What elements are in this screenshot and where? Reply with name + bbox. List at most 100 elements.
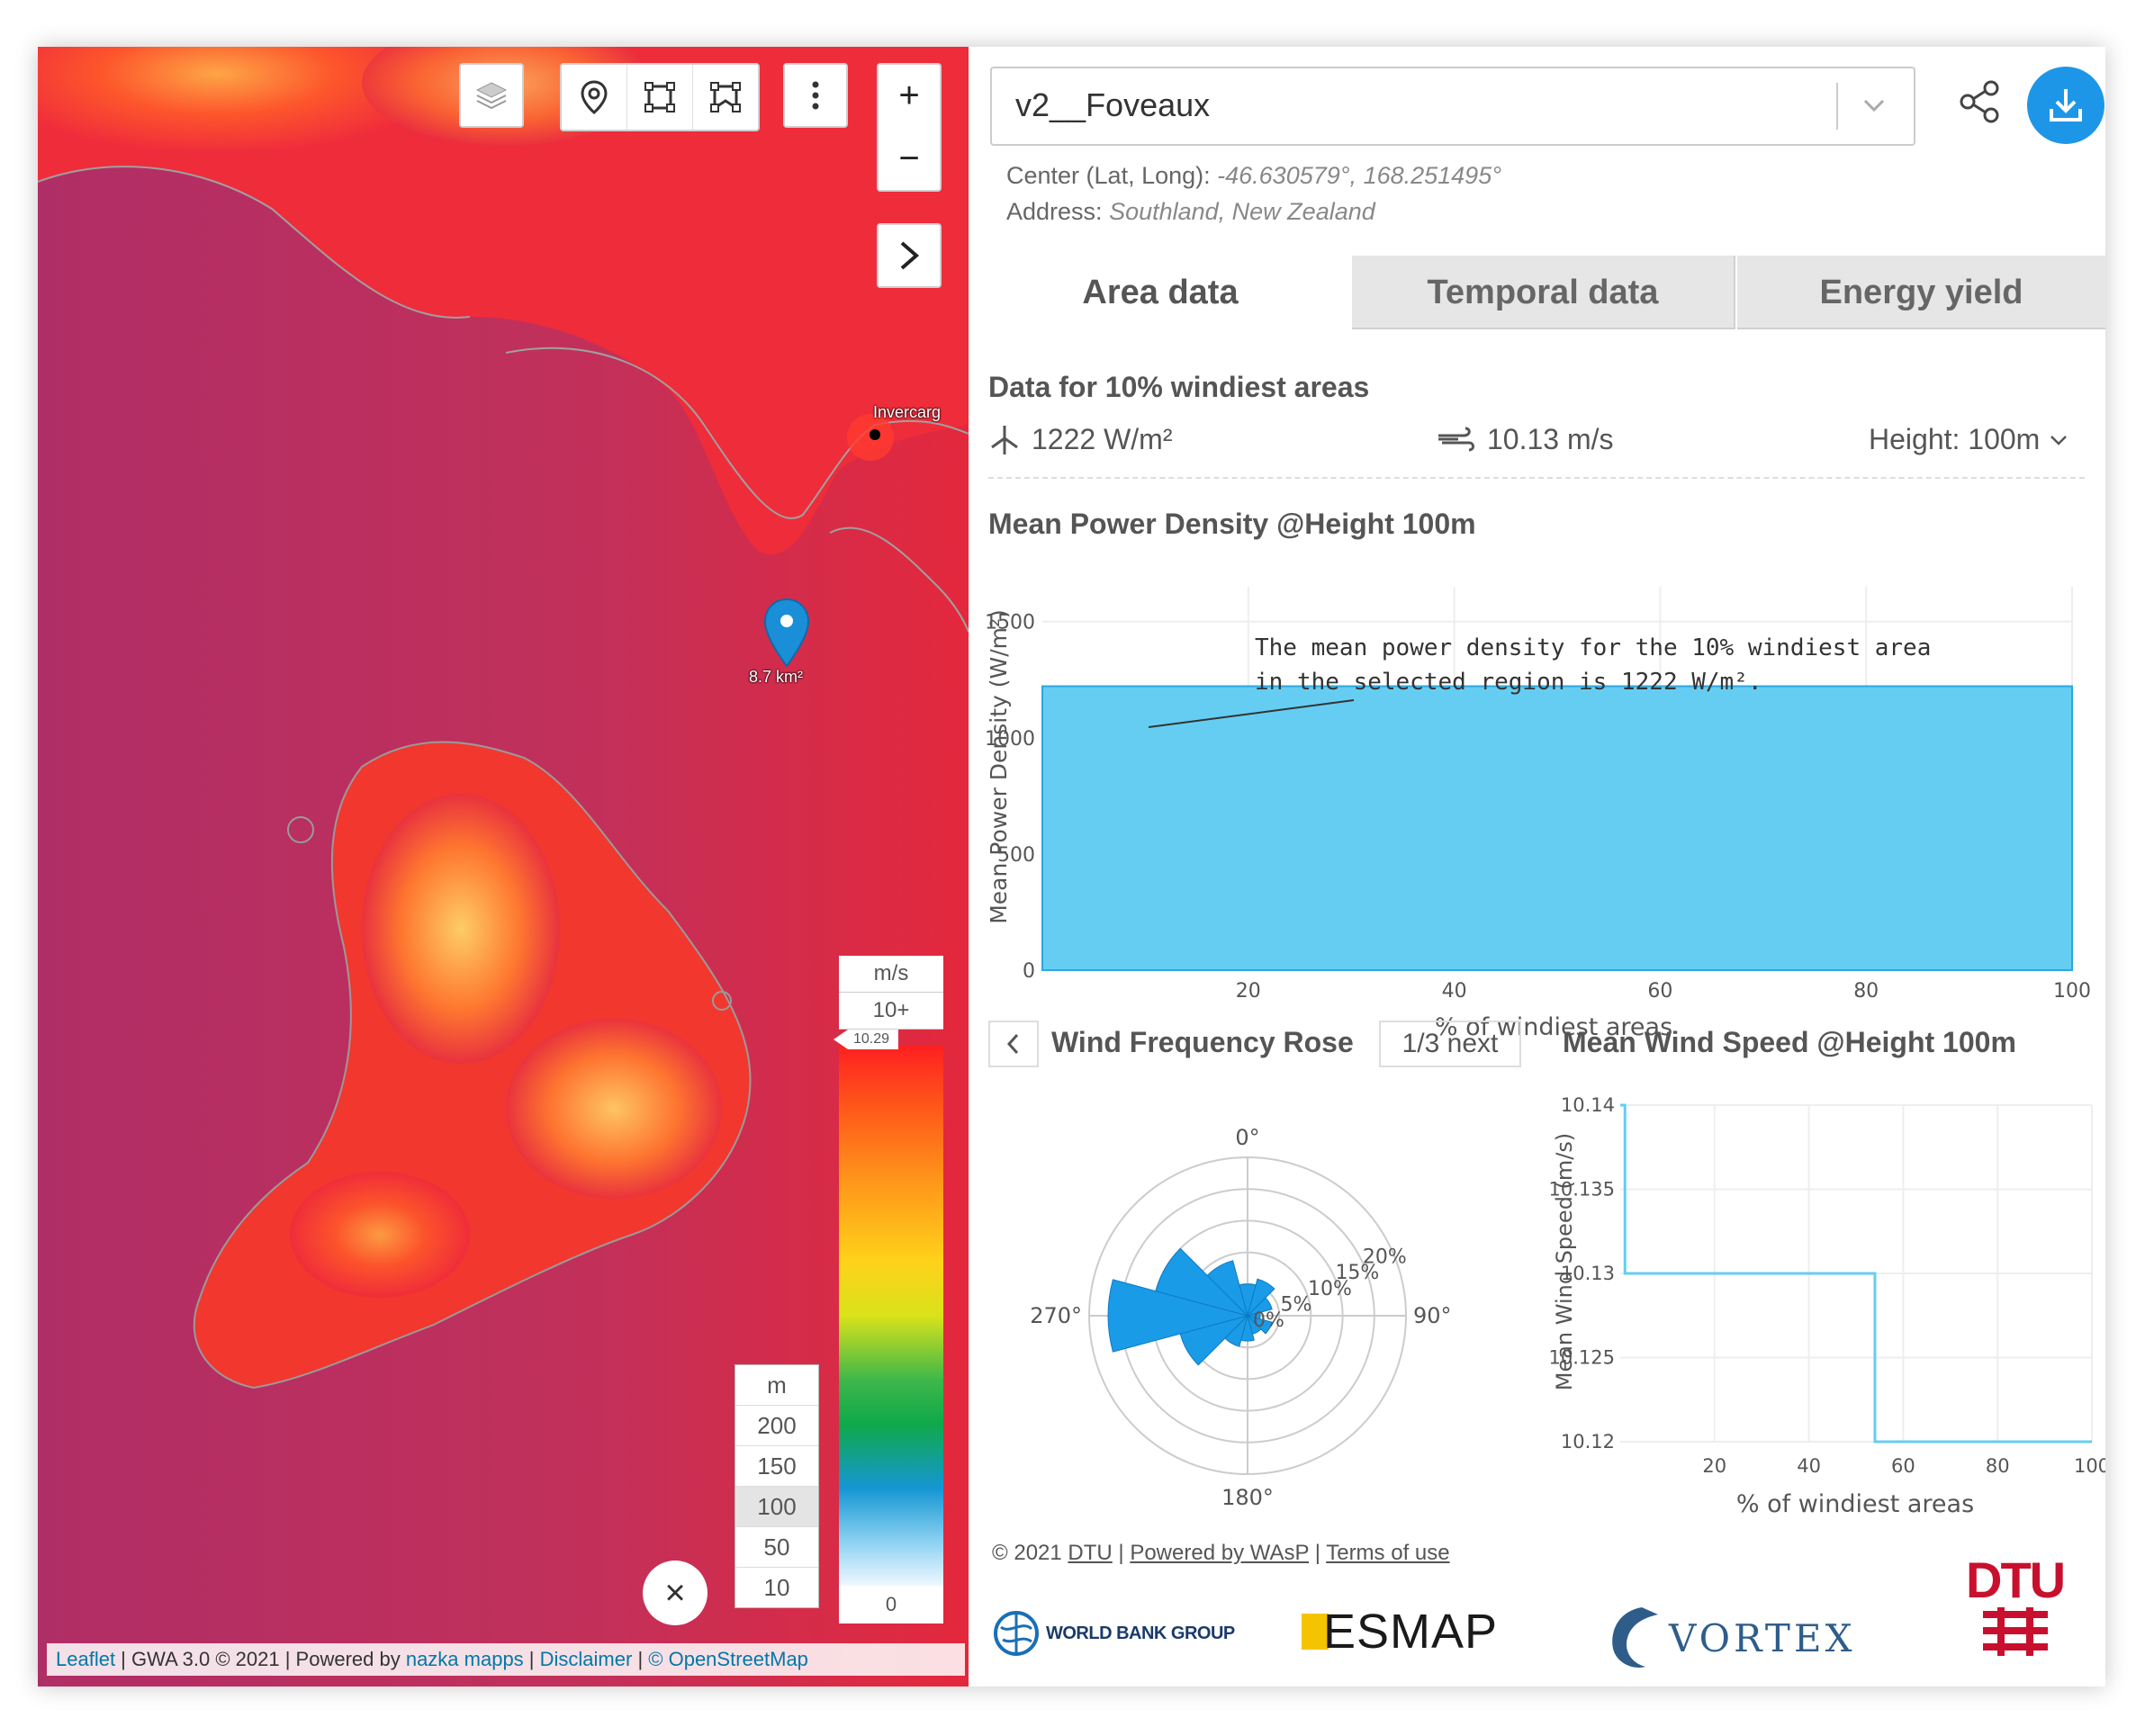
leaflet-link[interactable]: Leaflet <box>56 1648 116 1670</box>
y-tick-label: 500 <box>997 844 1035 867</box>
legend-color-bar: 10.29 <box>834 1030 943 1586</box>
select-separator <box>1836 83 1838 130</box>
esmap-logo[interactable]: ESMAP <box>1302 1604 1498 1660</box>
rose-wedge <box>1206 1260 1248 1318</box>
x-axis-label: % of windiest areas <box>1435 1013 1672 1041</box>
rose-next-button[interactable]: 1/3 next <box>1379 1021 1521 1067</box>
close-selection-button[interactable]: × <box>643 1561 707 1625</box>
divider <box>988 477 2085 479</box>
vertical-dots-icon <box>812 81 819 110</box>
wasp-link[interactable]: Powered by WAsP <box>1130 1541 1310 1565</box>
x-tick-label: 80 <box>1986 1455 2010 1477</box>
speed-chart-title: Mean Wind Speed @Height 100m <box>1563 1026 2016 1058</box>
polygon-tool-button[interactable] <box>693 65 758 130</box>
wind-rose-chart: 0° 90° 180° 270° 0%5%10%15%20% <box>1030 1125 1452 1510</box>
y-axis-label: Mean Wind Speed (m/s) <box>1552 1133 1577 1391</box>
y-tick-label: 10.12 <box>1561 1431 1615 1453</box>
polygon-select-icon <box>710 82 741 112</box>
rose-angle-label: 90° <box>1413 1303 1452 1328</box>
more-options-button[interactable] <box>783 63 848 128</box>
rose-radial-label: 20% <box>1363 1246 1407 1269</box>
legend-current-value: 10.29 <box>834 1030 899 1049</box>
dtu-logo[interactable]: DTU <box>1966 1552 2066 1660</box>
height-option[interactable]: 150 <box>735 1446 818 1487</box>
nazka-link[interactable]: nazka mapps <box>405 1648 524 1670</box>
power-density-value: 1222 W/m² <box>1032 423 1173 455</box>
y-tick-label: 10.13 <box>1561 1263 1615 1284</box>
rose-radial-label: 10% <box>1308 1278 1352 1300</box>
y-tick-label: 1500 <box>985 612 1035 634</box>
attribution-sep: | <box>632 1648 649 1670</box>
pin-tool-button[interactable] <box>562 65 627 130</box>
x-tick-label: 20 <box>1702 1455 1726 1477</box>
footer-links: © 2021 DTU | Powered by WAsP | Terms of … <box>992 1541 1450 1566</box>
address-label: Address: <box>1006 198 1110 225</box>
chart-annotation: in the selected region is 1222 W/m². <box>1255 669 1762 696</box>
wind-speed-chart: 10.12 10.125 10.13 10.135 10.14 20 40 60 80 100 M… <box>1549 1094 2105 1518</box>
rectangle-tool-button[interactable] <box>627 65 693 130</box>
y-tick-label: 1000 <box>985 728 1035 751</box>
download-button[interactable] <box>2027 67 2104 144</box>
center-label: Center (Lat, Long): <box>1006 162 1218 189</box>
height-option[interactable]: 50 <box>735 1527 818 1568</box>
footer-sep: | <box>1112 1541 1131 1565</box>
x-axis-label: % of windiest areas <box>1736 1490 1974 1518</box>
x-tick-label: 60 <box>1647 980 1672 1003</box>
rose-angle-label: 270° <box>1030 1303 1082 1328</box>
wind-speed-value: 10.13 m/s <box>1487 423 1614 455</box>
address: Address: Southland, New Zealand <box>1006 198 1375 226</box>
location-select[interactable]: v2__Foveaux <box>990 67 1915 146</box>
x-tick-label: 100 <box>2074 1455 2105 1477</box>
height-option-selected[interactable]: 100 <box>735 1487 818 1527</box>
info-panel: v2__Foveaux Center (Lat, Long): -46.6305… <box>969 47 2105 1687</box>
x-tick-label: 100 <box>2053 980 2091 1003</box>
layers-icon <box>475 82 508 110</box>
tab-energy-yield[interactable]: Energy yield <box>1737 256 2105 329</box>
x-tick-label: 60 <box>1891 1455 1915 1477</box>
power-density-area <box>1041 685 2073 971</box>
dtu-text: DTU <box>1966 1552 2066 1608</box>
power-density-chart: 0 500 1000 1500 20 40 60 80 100 Mean Power Densi… <box>985 587 2091 1041</box>
city-marker <box>870 429 880 440</box>
disclaimer-link[interactable]: Disclaimer <box>539 1648 633 1670</box>
globe-icon <box>994 1611 1039 1656</box>
esmap-text: ESMAP <box>1323 1605 1499 1659</box>
zoom-in-button[interactable]: + <box>877 63 942 128</box>
worldbank-logo[interactable]: WORLD BANK GROUP <box>992 1609 1235 1658</box>
x-tick-label: 40 <box>1797 1455 1821 1477</box>
height-option[interactable]: 10 <box>763 1574 790 1601</box>
rose-angle-label: 180° <box>1221 1485 1274 1510</box>
layers-button[interactable] <box>459 63 524 128</box>
address-value: Southland, New Zealand <box>1109 198 1375 225</box>
osm-link[interactable]: © OpenStreetMap <box>648 1648 808 1670</box>
share-icon[interactable] <box>1957 79 2002 124</box>
rose-radial-label: 15% <box>1335 1262 1379 1284</box>
draw-tools <box>560 63 760 131</box>
tab-bar: Area data Temporal data Energy yield <box>969 256 2105 329</box>
tab-temporal-data[interactable]: Temporal data <box>1352 256 1735 329</box>
terms-link[interactable]: Terms of use <box>1326 1541 1450 1565</box>
copyright-text: © 2021 <box>992 1541 1068 1565</box>
dtu-link[interactable]: DTU <box>1068 1541 1113 1565</box>
rose-wedge <box>1107 1279 1249 1353</box>
rose-page-number: 1/3 <box>1401 1029 1440 1058</box>
rose-prev-button[interactable] <box>988 1021 1039 1067</box>
wind-icon <box>1438 427 1474 451</box>
annotation-pointer <box>1148 699 1355 728</box>
rose-next-label: next <box>1447 1029 1499 1058</box>
rose-wedge <box>1246 1297 1273 1317</box>
expand-panel-button[interactable] <box>877 223 942 288</box>
height-dropdown[interactable]: Height: 100m <box>1869 423 2070 456</box>
height-option[interactable]: 200 <box>735 1406 818 1446</box>
vortex-logo[interactable]: VORTEX <box>1606 1604 1855 1672</box>
x-tick-label: 40 <box>1442 980 1467 1003</box>
legend-unit: m/s <box>839 956 943 993</box>
tab-area-data[interactable]: Area data <box>969 256 1352 329</box>
rose-radial-label: 5% <box>1280 1293 1311 1316</box>
power-density-stat: 1222 W/m² <box>988 423 1172 456</box>
zoom-out-button[interactable]: − <box>877 127 942 192</box>
location-pin-icon[interactable] <box>762 598 811 670</box>
map-view[interactable]: + − Invercarg 8.7 km² m/s 10+ 10.29 0 m <box>38 47 969 1687</box>
rectangle-select-icon <box>644 82 675 112</box>
chevron-left-icon <box>1006 1033 1019 1055</box>
